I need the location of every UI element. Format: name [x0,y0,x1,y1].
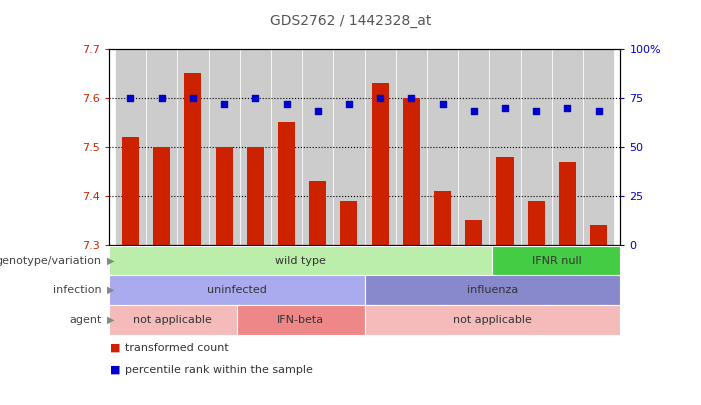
Point [156,94,168,101]
Point [343,100,355,107]
Bar [333,49,365,245]
Text: genotype/variation: genotype/variation [0,256,102,266]
Text: ▶: ▶ [107,285,115,295]
Bar [403,98,420,245]
Text: IFN-beta: IFN-beta [277,315,324,325]
Text: ■: ■ [110,365,121,375]
Bar [396,49,427,245]
Bar [208,49,240,245]
Text: percentile rank within the sample: percentile rank within the sample [125,365,313,375]
Bar [365,49,396,245]
Text: wild type: wild type [275,256,326,266]
Bar [122,137,139,245]
Text: ▶: ▶ [107,256,115,266]
Text: IFNR null: IFNR null [531,256,581,266]
Text: influenza: influenza [467,285,518,295]
Bar [590,225,607,245]
Text: transformed count: transformed count [125,343,229,353]
Point [187,94,198,101]
Bar [309,181,326,245]
Text: GDS2762 / 1442328_at: GDS2762 / 1442328_at [270,14,431,28]
Point [125,94,136,101]
Bar [184,73,201,245]
Point [406,94,417,101]
Point [499,104,510,111]
Text: not applicable: not applicable [453,315,532,325]
Point [531,108,542,115]
Bar [115,49,146,245]
Bar [215,147,233,245]
Bar [247,147,264,245]
Bar [458,49,489,245]
Bar [240,49,271,245]
Bar [278,122,295,245]
Bar [302,49,333,245]
Bar [496,157,514,245]
Point [281,100,292,107]
Text: infection: infection [53,285,102,295]
Bar [341,201,358,245]
Point [562,104,573,111]
Text: ■: ■ [110,343,121,353]
Text: ▶: ▶ [107,315,115,325]
Bar [427,49,458,245]
Text: agent: agent [69,315,102,325]
Text: not applicable: not applicable [133,315,212,325]
Bar [146,49,177,245]
Point [468,108,479,115]
Point [312,108,323,115]
Bar [559,162,576,245]
Bar [489,49,521,245]
Point [250,94,261,101]
Point [374,94,386,101]
Bar [372,83,388,245]
Point [437,100,448,107]
Point [219,100,230,107]
Bar [434,191,451,245]
Point [593,108,604,115]
Bar [465,220,482,245]
Bar [271,49,302,245]
Bar [583,49,614,245]
Bar [552,49,583,245]
Bar [521,49,552,245]
Bar [153,147,170,245]
Text: uninfected: uninfected [207,285,266,295]
Bar [528,201,545,245]
Bar [177,49,208,245]
